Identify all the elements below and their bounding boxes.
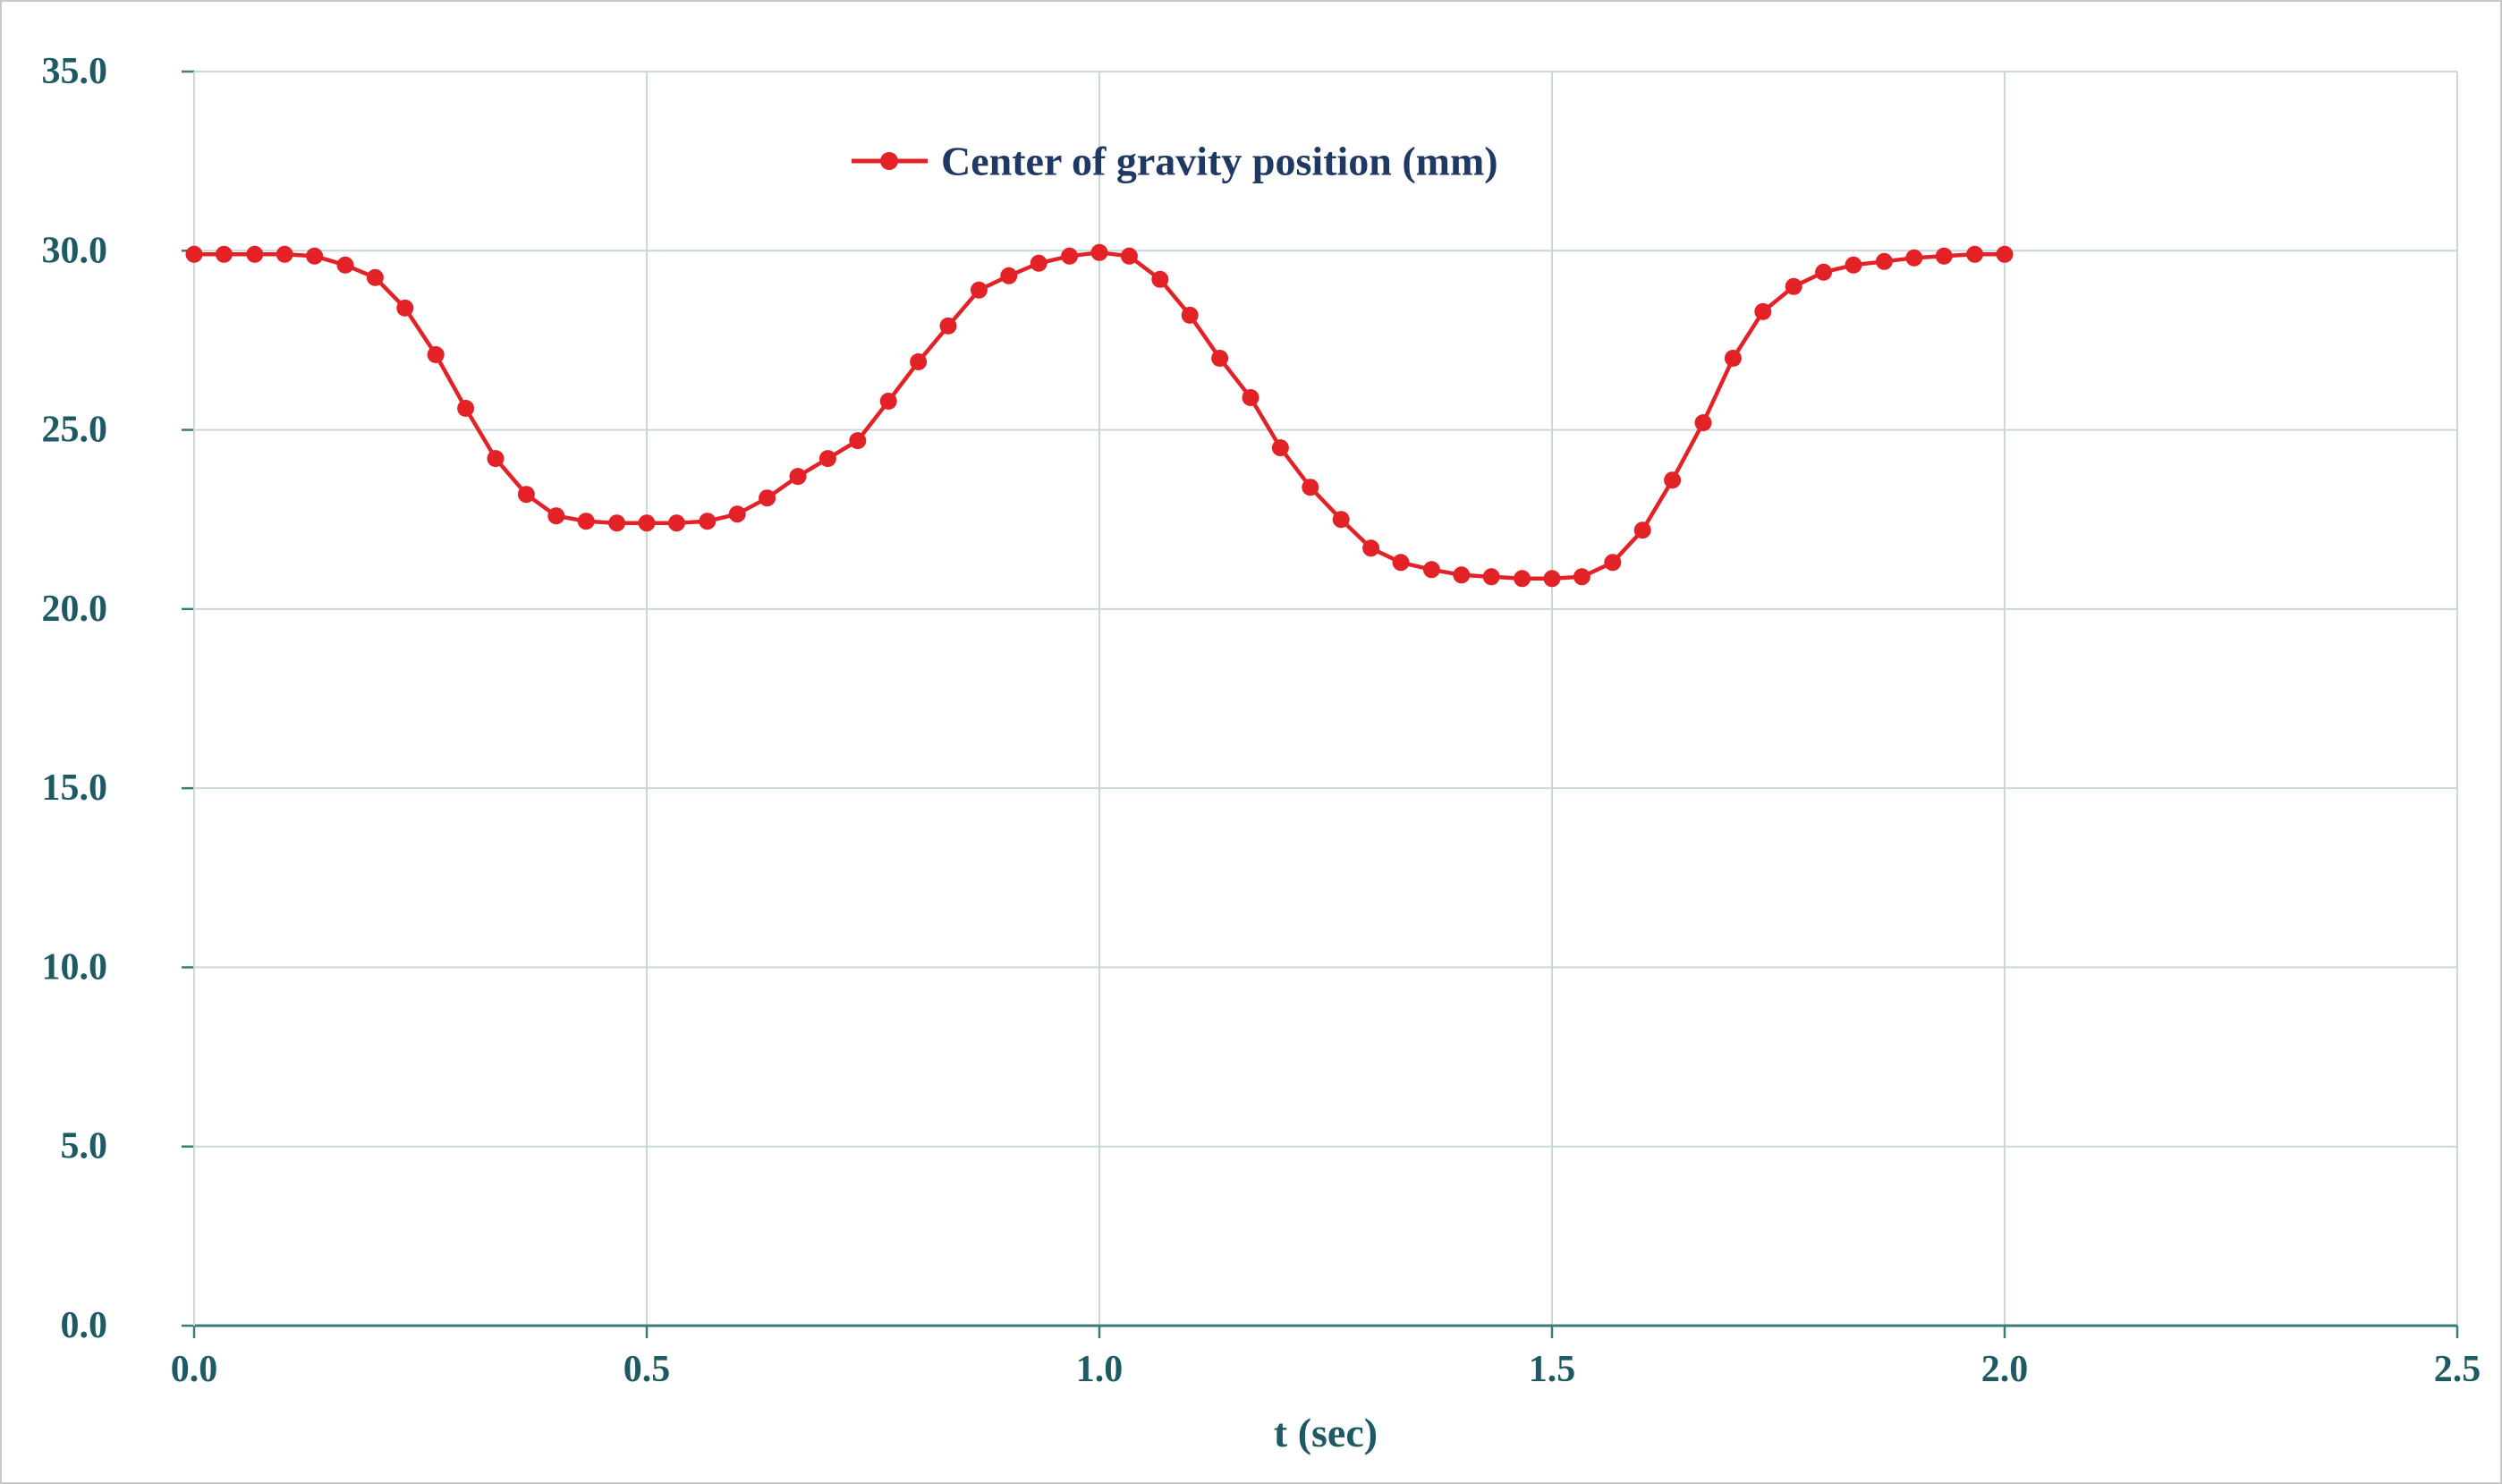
data-point-marker — [1482, 568, 1500, 586]
data-point-marker — [1151, 270, 1169, 288]
y-tick-label: 20.0 — [42, 589, 108, 630]
data-point-marker — [276, 245, 293, 263]
data-point-marker — [638, 514, 656, 532]
legend: Center of gravity position (mm) — [852, 139, 1498, 184]
y-tick-label: 25.0 — [42, 410, 108, 451]
series-layer — [185, 243, 2014, 588]
data-point-marker — [818, 450, 836, 468]
data-point-marker — [608, 514, 626, 532]
data-point-marker — [457, 400, 475, 417]
data-point-marker — [1935, 247, 1953, 265]
y-tick-label: 0.0 — [61, 1305, 108, 1346]
data-point-marker — [1362, 539, 1380, 557]
data-point-marker — [1905, 249, 1923, 267]
legend-marker-sample — [880, 152, 898, 170]
data-point-marker — [699, 513, 717, 530]
data-point-marker — [366, 268, 384, 286]
data-point-marker — [215, 245, 233, 263]
data-point-marker — [1785, 277, 1802, 295]
data-point-marker — [1845, 256, 1862, 274]
data-point-marker — [667, 514, 685, 532]
data-point-marker — [970, 281, 988, 299]
data-point-marker — [1664, 471, 1682, 489]
data-point-marker — [1453, 566, 1471, 584]
legend-label: Center of gravity position (mm) — [941, 139, 1498, 184]
data-point-marker — [1332, 511, 1350, 529]
data-point-marker — [1754, 302, 1772, 320]
x-tick-label: 1.0 — [1076, 1349, 1124, 1390]
data-point-marker — [1271, 439, 1289, 457]
data-point-marker — [1604, 554, 1622, 572]
data-point-marker — [789, 468, 807, 486]
data-point-marker — [1302, 479, 1319, 496]
x-tick-label: 2.0 — [1981, 1349, 2029, 1390]
data-point-marker — [1422, 561, 1440, 579]
tick-label-layer: 0.0 5.0 10.0 15.0 20.0 25.0 30.0 35.0 0.0 0.5 1.0 1… — [42, 51, 2481, 1390]
data-point-marker — [1996, 245, 2014, 263]
data-point-marker — [1030, 254, 1047, 272]
grid-layer — [193, 71, 2458, 1327]
x-tick-label: 0.0 — [171, 1349, 218, 1390]
data-point-marker — [336, 256, 354, 274]
data-point-marker — [427, 346, 445, 363]
data-point-marker — [1724, 350, 1742, 367]
data-point-marker — [577, 513, 595, 530]
data-point-marker — [1875, 252, 1893, 270]
data-point-marker — [1181, 306, 1199, 324]
axis-layer — [182, 70, 2459, 1338]
data-point-marker — [1633, 522, 1651, 539]
data-point-marker — [939, 317, 957, 335]
data-point-marker — [1573, 568, 1590, 586]
x-tick-label: 1.5 — [1529, 1349, 1576, 1390]
data-point-marker — [1543, 570, 1561, 588]
data-point-marker — [1514, 570, 1531, 588]
data-point-marker — [1120, 247, 1138, 265]
data-point-marker — [1242, 389, 1259, 406]
data-point-marker — [1694, 414, 1712, 432]
data-point-marker — [1061, 247, 1079, 265]
y-tick-label: 30.0 — [42, 230, 108, 271]
data-point-marker — [1966, 245, 1984, 263]
x-tick-label: 2.5 — [2434, 1349, 2481, 1390]
data-point-marker — [728, 505, 746, 523]
x-axis-title: t (sec) — [1274, 1410, 1378, 1455]
data-point-marker — [910, 353, 928, 370]
data-point-marker — [517, 486, 535, 504]
y-tick-label: 10.0 — [42, 946, 108, 988]
data-point-marker — [879, 393, 897, 410]
y-tick-label: 15.0 — [42, 767, 108, 809]
data-point-marker — [1000, 267, 1018, 284]
data-point-marker — [1090, 243, 1108, 261]
data-point-marker — [1392, 554, 1410, 572]
y-tick-label: 5.0 — [61, 1126, 108, 1167]
data-point-marker — [1211, 350, 1229, 367]
data-point-marker — [396, 299, 414, 317]
data-point-marker — [547, 507, 565, 525]
data-point-marker — [185, 245, 203, 263]
data-point-marker — [306, 247, 324, 265]
data-point-marker — [1815, 263, 1833, 281]
data-point-marker — [759, 489, 776, 507]
data-point-marker — [487, 450, 505, 468]
x-tick-label: 0.5 — [623, 1349, 671, 1390]
data-point-marker — [246, 245, 264, 263]
y-tick-label: 35.0 — [42, 51, 108, 92]
data-point-marker — [849, 432, 867, 450]
